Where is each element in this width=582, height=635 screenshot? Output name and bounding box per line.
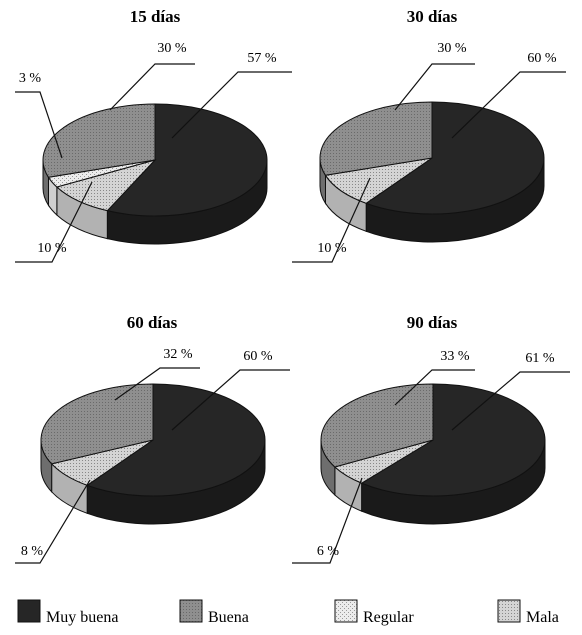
pie-slice-buena: [40, 383, 154, 465]
leader-line: [15, 479, 91, 564]
legend-label: Muy buena: [46, 609, 118, 626]
percent-label-buena: 30 %: [157, 41, 187, 56]
pie-chart-30-d-as: 30 días 60 % 30 % 10 %: [292, 7, 566, 263]
percent-label-buena: 32 %: [163, 347, 193, 362]
chart-title: 60 días: [127, 313, 178, 332]
leader-line: [451, 371, 570, 431]
percent-label-mala: 6 %: [317, 544, 340, 559]
leader-line: [15, 181, 93, 263]
percent-label-mala: 10 %: [317, 241, 347, 256]
leader-line: [292, 477, 363, 564]
chart-title: 90 días: [407, 313, 458, 332]
percent-label-mala: 10 %: [37, 241, 67, 256]
leader-line: [171, 369, 290, 431]
pie-chart-60-d-as: 60 días 60 % 32 % 8 %: [15, 313, 290, 564]
percent-label-regular: 3 %: [19, 71, 42, 86]
percent-label-muy-buena: 57 %: [247, 51, 277, 66]
percent-label-buena: 30 %: [437, 41, 467, 56]
leader-line: [394, 369, 475, 406]
legend-item-buena: Buena: [179, 599, 249, 626]
legend-label: Buena: [208, 609, 249, 626]
percent-label-muy-buena: 60 %: [243, 349, 273, 364]
legend-label: Regular: [363, 609, 414, 626]
leader-line: [292, 177, 371, 263]
pie-chart-90-d-as: 90 días 61 % 33 % 6 %: [292, 313, 570, 564]
leader-line: [15, 91, 63, 159]
pie-chart-15-d-as: 15 días 57 % 30 % 3 % 10 %: [15, 7, 292, 263]
pie-slice-buena: [42, 103, 156, 178]
percent-label-muy-buena: 60 %: [527, 51, 557, 66]
pie-slice-muy-buena: [106, 103, 268, 217]
legend-swatch: [17, 599, 41, 623]
legend-item-regular: Regular: [334, 599, 414, 626]
pie-slice-muy-buena: [365, 101, 545, 215]
legend-swatch: [179, 599, 203, 623]
leader-line: [109, 63, 195, 111]
legend-label: Mala: [526, 609, 559, 626]
pie-slice-muy-buena: [360, 383, 546, 497]
percent-label-buena: 33 %: [440, 349, 470, 364]
leader-line: [451, 71, 566, 139]
legend-swatch: [497, 599, 521, 623]
percent-label-mala: 8 %: [21, 544, 44, 559]
pie-slice-muy-buena: [86, 383, 266, 497]
legend-item-muy-buena: Muy buena: [17, 599, 118, 626]
pie-slice-buena: [320, 383, 434, 468]
percent-label-muy-buena: 61 %: [525, 351, 555, 366]
chart-title: 15 días: [130, 7, 181, 26]
leader-line: [394, 63, 475, 111]
legend-swatch: [334, 599, 358, 623]
leader-line: [114, 367, 200, 401]
legend-item-mala: Mala: [497, 599, 559, 626]
chart-title: 30 días: [407, 7, 458, 26]
pie-slice-buena: [319, 101, 433, 176]
leader-line: [171, 71, 292, 139]
